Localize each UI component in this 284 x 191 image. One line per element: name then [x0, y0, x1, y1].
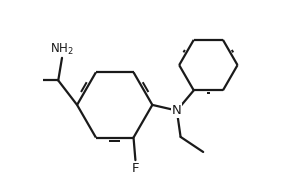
- Text: F: F: [132, 162, 139, 175]
- Text: N: N: [172, 104, 182, 117]
- Text: NH$_2$: NH$_2$: [50, 42, 74, 57]
